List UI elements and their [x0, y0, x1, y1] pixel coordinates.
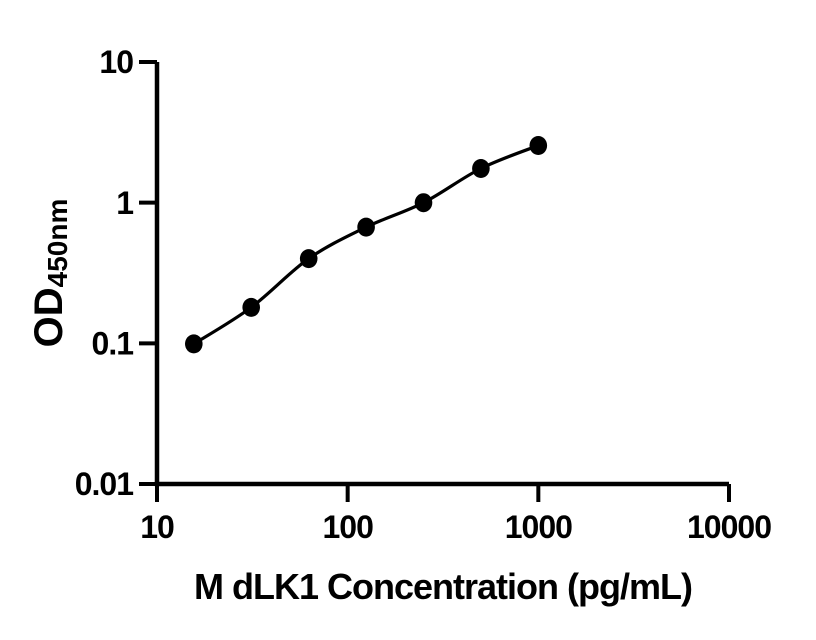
- x-tick-label: 10: [140, 509, 174, 545]
- data-point-marker: [472, 159, 490, 178]
- y-axis-title-subscript: 450nm: [42, 199, 73, 288]
- x-tick-label: 100: [322, 509, 373, 545]
- data-point-marker: [185, 334, 203, 354]
- x-axis-title: M dLK1 Concentration (pg/mL): [194, 566, 692, 607]
- data-point-marker: [529, 136, 548, 155]
- data-point-marker: [357, 217, 375, 237]
- axis-ticks: [139, 60, 731, 502]
- data-point-marker: [299, 249, 318, 269]
- x-tick-label: 10000: [687, 509, 771, 545]
- y-axis-title-main: OD: [27, 287, 71, 347]
- axis-tick-labels: 10 100 1000 10000 10 1 0.1 0.01: [75, 44, 772, 545]
- data-point-marker: [414, 193, 433, 213]
- x-tick-label: 1000: [505, 509, 572, 545]
- y-tick-label: 1: [116, 185, 133, 221]
- data-points: [185, 136, 548, 354]
- y-axis-title: OD450nm: [27, 199, 73, 348]
- y-tick-label: 0.01: [75, 466, 133, 502]
- axes: [154, 62, 729, 487]
- y-tick-label: 0.1: [92, 326, 134, 362]
- y-tick-label: 10: [99, 44, 133, 80]
- data-point-marker: [242, 297, 260, 317]
